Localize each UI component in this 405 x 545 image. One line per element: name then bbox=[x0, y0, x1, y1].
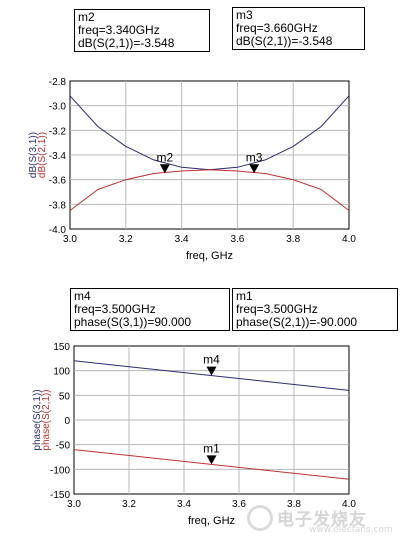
marker-m4-icon bbox=[206, 366, 217, 376]
y-tick-label-0-3: -3.4 bbox=[49, 151, 67, 162]
y-axis-label-1-a: phase(S(3,1)) bbox=[32, 389, 43, 450]
x-tick-label-0-4: 3.8 bbox=[286, 234, 300, 245]
marker-label-m2: m2 bbox=[157, 150, 174, 164]
x-tick-label-1-1: 3.2 bbox=[122, 499, 136, 510]
y-axis-label-0-a: dB(S(3,1)) bbox=[28, 132, 39, 178]
marker-box-m3-line1: m3 bbox=[236, 8, 253, 22]
x-tick-label-1-0: 3.0 bbox=[67, 499, 81, 510]
watermark-title: 电子发烧友 bbox=[277, 510, 367, 530]
x-axis-label-1: freq, GHz bbox=[188, 515, 235, 527]
y-tick-label-0-1: -3.0 bbox=[49, 102, 67, 113]
marker-label-m3: m3 bbox=[246, 150, 263, 164]
marker-box-m1-line1: m1 bbox=[236, 289, 253, 303]
y-tick-label-1-6: -150 bbox=[50, 490, 70, 501]
watermark: 电子发烧友 www.elecfans.com bbox=[247, 503, 397, 539]
watermark-logo-icon bbox=[247, 505, 273, 531]
x-tick-label-1-4: 3.8 bbox=[287, 499, 301, 510]
x-axis-label-0: freq, GHz bbox=[186, 250, 233, 262]
marker-m2-icon bbox=[159, 164, 170, 174]
y-tick-label-0-6: -4.0 bbox=[49, 225, 67, 236]
y-axis-label-0-b: dB(S(2,1)) bbox=[37, 132, 48, 178]
y-tick-label-0-5: -3.8 bbox=[49, 200, 67, 211]
y-tick-label-1-1: 100 bbox=[53, 367, 70, 378]
y-tick-label-1-5: -100 bbox=[50, 465, 70, 476]
marker-box-m2: m2 freq=3.340GHz dB(S(2,1))=-3.548 bbox=[74, 9, 210, 52]
x-tick-label-0-0: 3.0 bbox=[63, 234, 77, 245]
y-tick-label-1-3: 0 bbox=[64, 416, 70, 427]
y-tick-label-1-0: 150 bbox=[53, 342, 70, 353]
marker-box-m4: m4 freq=3.500GHz phase(S(3,1))=90.000 bbox=[70, 288, 230, 331]
watermark-sub: www.elecfans.com bbox=[309, 525, 393, 535]
x-tick-label-1-2: 3.4 bbox=[177, 499, 191, 510]
y-tick-label-0-4: -3.6 bbox=[49, 176, 67, 187]
y-tick-label-1-4: -50 bbox=[56, 441, 71, 452]
x-tick-label-1-5: 4.0 bbox=[342, 499, 356, 510]
y-tick-label-1-2: 50 bbox=[59, 391, 71, 402]
marker-box-m3-line3: dB(S(2,1))=-3.548 bbox=[236, 34, 333, 48]
series-line-0-1 bbox=[69, 169, 350, 211]
marker-label-m4: m4 bbox=[203, 353, 220, 367]
marker-box-m4-line2: freq=3.500GHz bbox=[74, 302, 156, 316]
marker-box-m4-line1: m4 bbox=[74, 289, 91, 303]
marker-box-m1-line3: phase(S(2,1))=-90.000 bbox=[236, 315, 358, 329]
marker-label-m1: m1 bbox=[203, 441, 220, 455]
marker-box-m2-line1: m2 bbox=[78, 10, 95, 24]
marker-box-m4-line3: phase(S(3,1))=90.000 bbox=[74, 315, 192, 329]
marker-box-m3-line2: freq=3.660GHz bbox=[236, 21, 318, 35]
y-tick-label-0-0: -2.8 bbox=[49, 77, 67, 88]
x-tick-label-0-5: 4.0 bbox=[342, 234, 356, 245]
marker-box-m2-line3: dB(S(2,1))=-3.548 bbox=[78, 36, 175, 50]
marker-box-m1-line2: freq=3.500GHz bbox=[236, 302, 318, 316]
marker-m3-icon bbox=[249, 164, 260, 174]
y-axis-label-1-b: phase(S(2,1)) bbox=[41, 389, 52, 450]
marker-box-m3: m3 freq=3.660GHz dB(S(2,1))=-3.548 bbox=[232, 7, 365, 50]
marker-box-m2-line2: freq=3.340GHz bbox=[78, 23, 160, 37]
x-tick-label-1-3: 3.6 bbox=[232, 499, 246, 510]
x-tick-label-0-2: 3.4 bbox=[175, 234, 189, 245]
x-tick-label-0-3: 3.6 bbox=[230, 234, 244, 245]
marker-box-m1: m1 freq=3.500GHz phase(S(2,1))=-90.000 bbox=[232, 288, 398, 331]
x-tick-label-0-1: 3.2 bbox=[119, 234, 133, 245]
y-tick-label-0-2: -3.2 bbox=[49, 126, 67, 137]
marker-m1-icon bbox=[206, 455, 217, 465]
